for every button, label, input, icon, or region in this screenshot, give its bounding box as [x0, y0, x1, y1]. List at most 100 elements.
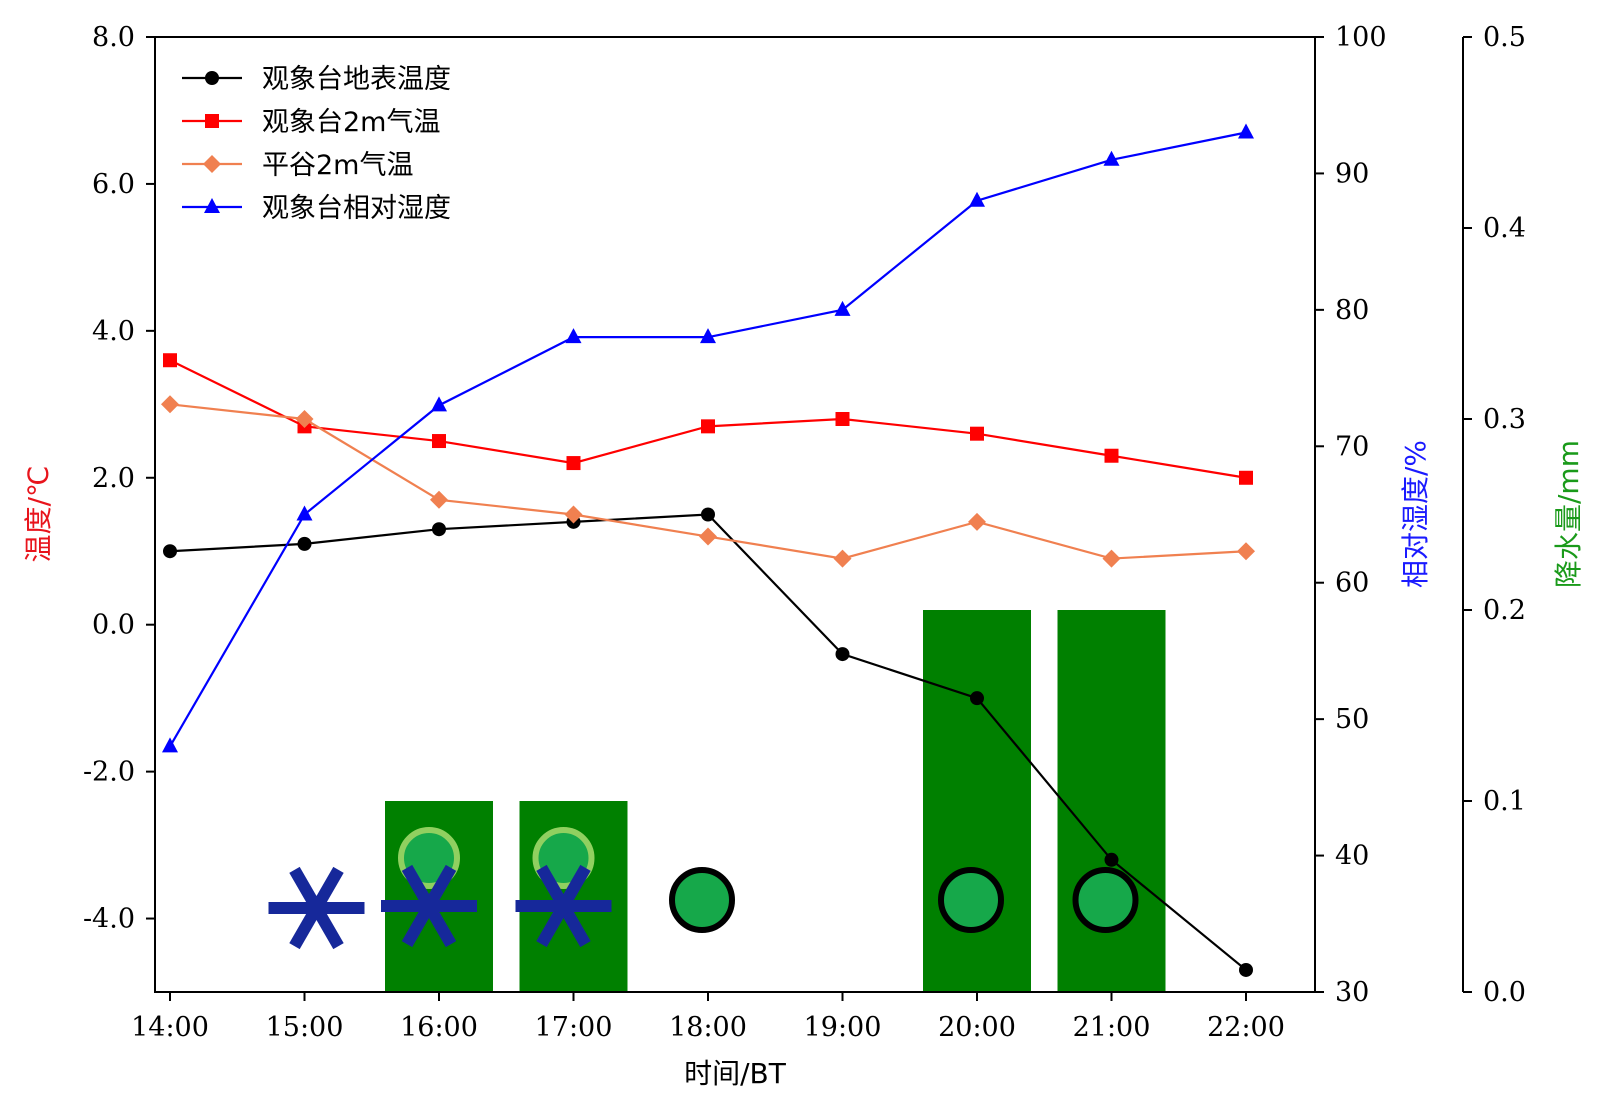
- x-tick-label: 20:00: [938, 1012, 1016, 1043]
- circle-marker: [1104, 852, 1119, 867]
- snow-symbol: [515, 864, 612, 948]
- circle-marker: [1239, 962, 1253, 977]
- circle-marker: [970, 691, 984, 706]
- triangle-marker: [296, 505, 313, 521]
- triangle-marker: [431, 396, 447, 412]
- square-marker: [835, 412, 850, 426]
- y-precip-tick-label: 0.1: [1483, 786, 1526, 817]
- diamond-marker: [968, 512, 986, 531]
- square-marker: [566, 456, 581, 471]
- series-square: [163, 353, 1253, 485]
- snow-symbol: [268, 866, 365, 950]
- x-tick-label: 18:00: [669, 1012, 747, 1043]
- legend-label: 观象台地表温度: [262, 64, 451, 95]
- y-right-tick-label: 100: [1335, 22, 1387, 53]
- series-triangle: [162, 123, 1254, 753]
- legend-entry: 平谷2m气温: [182, 150, 413, 181]
- x-axis: 14:00 15:00 16:00 17:00 18:00 19:00 20:00 21:00…: [131, 992, 1285, 1043]
- y-precip-tick-label: 0.4: [1483, 213, 1526, 244]
- y-precip-tick-label: 0.5: [1483, 22, 1526, 53]
- y-precip-tick-label: 0.3: [1483, 404, 1526, 435]
- circle-marker: [297, 536, 312, 551]
- circle-marker: [205, 71, 219, 85]
- y-precip-tick-label: 0.2: [1483, 595, 1526, 626]
- x-tick-label: 15:00: [266, 1012, 344, 1043]
- square-marker: [205, 114, 219, 128]
- x-tick-label: 16:00: [400, 1012, 478, 1043]
- triangle-marker: [1238, 123, 1254, 139]
- y-right-tick-label: 80: [1335, 295, 1369, 326]
- y-left-tick-label: -2.0: [83, 757, 135, 788]
- diamond-marker: [203, 155, 221, 173]
- legend-label: 观象台相对湿度: [262, 193, 451, 224]
- rain-dot: [1072, 867, 1139, 933]
- triangle-marker: [565, 328, 582, 344]
- diamond-marker: [295, 410, 314, 428]
- plot-frame: [154, 36, 1316, 993]
- snow-symbol: [381, 864, 477, 948]
- y-right-tick-label: 30: [1335, 977, 1369, 1008]
- triangle-marker: [969, 191, 985, 207]
- left-axis: 8.0 6.0 4.0 2.0 0.0 -2.0 -4.0: [83, 22, 155, 935]
- y-precip-tick-label: 0.0: [1483, 977, 1526, 1008]
- y-axis-title-right: 相对湿度/%: [1399, 440, 1432, 588]
- precip-bar: [923, 610, 1031, 992]
- weather-symbols: [268, 827, 1139, 950]
- x-axis-title: 时间/BT: [684, 1057, 787, 1090]
- square-marker: [1104, 448, 1119, 463]
- triangle-marker: [834, 300, 851, 316]
- y-left-tick-label: 8.0: [92, 22, 135, 53]
- square-marker: [163, 353, 177, 368]
- triangle-marker: [162, 737, 178, 753]
- right-axis: 100 90 80 70 60 50 40 30: [1315, 22, 1387, 1008]
- y-left-tick-label: 4.0: [92, 316, 135, 347]
- square-marker: [701, 419, 715, 434]
- precip-bar: [1057, 610, 1166, 992]
- y-left-tick-label: 2.0: [92, 463, 135, 494]
- series-line: [169, 359, 1247, 479]
- diamond-marker: [564, 505, 583, 524]
- circle-marker: [701, 507, 715, 522]
- diamond-marker: [430, 490, 448, 509]
- x-tick-label: 19:00: [804, 1012, 882, 1043]
- legend-entry: 观象台2m气温: [182, 107, 440, 138]
- x-tick-label: 21:00: [1073, 1012, 1151, 1043]
- y-left-tick-label: 0.0: [92, 610, 135, 641]
- diamond-marker: [1237, 542, 1255, 561]
- y-axis-title-left: 温度/℃: [22, 466, 55, 563]
- rain-dot: [669, 867, 735, 933]
- diamond-marker: [833, 549, 852, 568]
- y-right-tick-label: 60: [1335, 568, 1369, 599]
- series-circle: [163, 507, 1253, 977]
- snow-stroke: [289, 866, 344, 950]
- diamond-marker: [161, 395, 179, 414]
- square-marker: [970, 426, 984, 441]
- y-right-tick-label: 50: [1335, 704, 1369, 735]
- series-lines: [161, 123, 1255, 977]
- legend-label: 平谷2m气温: [262, 150, 413, 181]
- y-left-tick-label: -4.0: [83, 904, 135, 935]
- precip-axis: 0.5 0.4 0.3 0.2 0.1 0.0: [1463, 22, 1526, 1008]
- triangle-marker: [204, 198, 220, 213]
- series-diamond: [161, 395, 1255, 568]
- diamond-marker: [1102, 549, 1121, 568]
- rain-dot: [938, 867, 1004, 933]
- x-tick-label: 17:00: [535, 1012, 613, 1043]
- circle-marker: [163, 544, 177, 559]
- y-left-tick-label: 6.0: [92, 169, 135, 200]
- precipitation-bars: [385, 610, 1166, 992]
- legend-entry: 观象台相对湿度: [182, 193, 451, 224]
- y-axis-title-precip: 降水量/mm: [1552, 440, 1585, 588]
- snow-stroke: [536, 864, 591, 948]
- y-right-tick-label: 70: [1335, 431, 1369, 462]
- square-marker: [1239, 470, 1253, 485]
- legend-entry: 观象台地表温度: [182, 64, 451, 95]
- triangle-marker: [1103, 150, 1120, 166]
- triangle-marker: [700, 328, 716, 344]
- snow-stroke: [401, 864, 457, 948]
- diamond-marker: [699, 527, 717, 546]
- y-right-tick-label: 40: [1335, 841, 1369, 872]
- x-tick-label: 22:00: [1207, 1012, 1285, 1043]
